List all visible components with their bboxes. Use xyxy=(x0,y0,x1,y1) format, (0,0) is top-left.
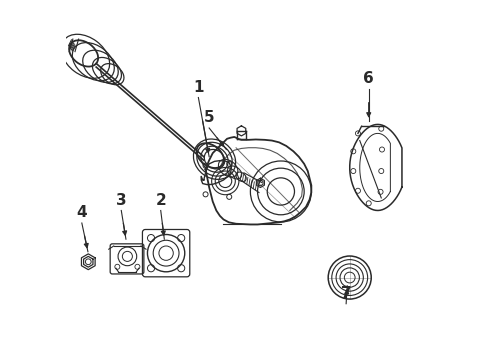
Text: 7: 7 xyxy=(341,286,351,301)
Text: 5: 5 xyxy=(204,111,215,126)
Text: 3: 3 xyxy=(116,193,126,208)
Text: 1: 1 xyxy=(193,80,204,95)
Text: 4: 4 xyxy=(76,206,87,220)
Text: 2: 2 xyxy=(155,193,166,208)
Text: 6: 6 xyxy=(364,71,374,86)
